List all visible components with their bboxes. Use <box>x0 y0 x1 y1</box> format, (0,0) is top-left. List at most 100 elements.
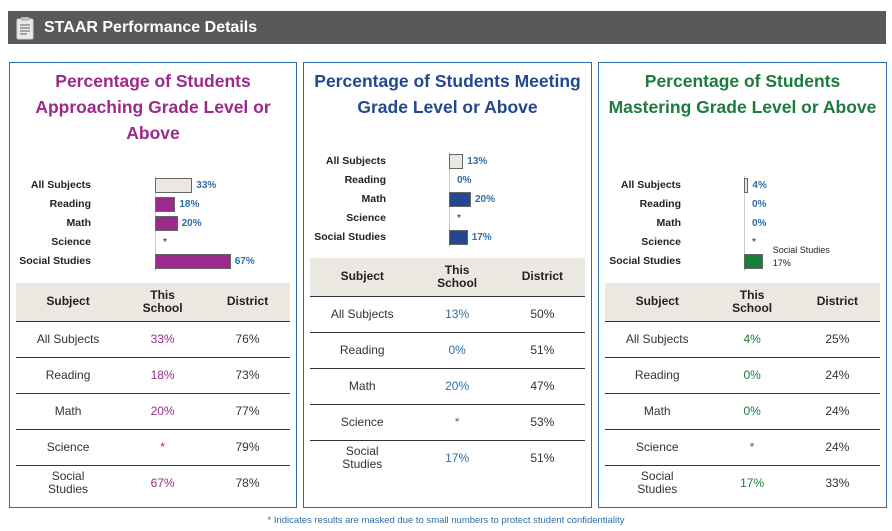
bar-label: Social Studies <box>609 255 681 267</box>
bar-value-label: * <box>457 213 461 224</box>
bar-row: Math 20% <box>304 190 591 209</box>
subject-cell: Science <box>310 404 415 441</box>
bar-label: Science <box>641 236 681 248</box>
column-header: Subject <box>16 283 121 322</box>
column-header: This School <box>414 258 500 297</box>
subject-cell: Science <box>605 429 710 466</box>
bar-label: Social Studies <box>19 255 91 267</box>
school-cell: 0% <box>709 357 795 394</box>
table-row: All Subjects 13% 50% <box>310 296 585 333</box>
approaching-panel: Percentage of Students Approaching Grade… <box>9 62 297 508</box>
bar <box>155 216 178 231</box>
subject-cell: Science <box>16 429 121 466</box>
subject-cell: Math <box>310 368 415 405</box>
school-cell: 0% <box>709 393 795 430</box>
school-cell: 20% <box>120 393 206 430</box>
district-cell: 25% <box>794 321 880 358</box>
bar-value-label: 18% <box>179 199 200 210</box>
bar-value-label: 0% <box>752 218 767 229</box>
bar <box>155 254 231 269</box>
district-cell: 79% <box>205 429 290 466</box>
school-cell: 13% <box>414 296 500 333</box>
subject-cell: Social Studies <box>342 444 383 472</box>
clipboard-icon <box>16 16 34 40</box>
bar-row: Math 20% <box>10 214 296 233</box>
subject-cell: Reading <box>605 357 710 394</box>
bar <box>744 254 763 269</box>
column-header: This School <box>709 283 795 322</box>
district-cell: 33% <box>825 475 850 490</box>
subject-cell: Social Studies <box>637 469 678 497</box>
district-cell: 24% <box>794 393 880 430</box>
bar-row: Reading 0% <box>304 171 591 190</box>
table-row: Science * 53% <box>310 404 585 441</box>
district-cell: 73% <box>205 357 290 394</box>
district-cell: 78% <box>235 475 260 490</box>
bar-value-label: 0% <box>457 175 472 186</box>
bar-label: All Subjects <box>325 155 386 167</box>
school-cell: * <box>120 429 206 466</box>
district-cell: 47% <box>499 368 585 405</box>
subject-cell: Reading <box>310 332 415 369</box>
bar-row: All Subjects 33% <box>10 176 296 195</box>
bar <box>155 197 176 212</box>
bar-label: Math <box>361 193 387 205</box>
bar-label: Science <box>51 236 91 248</box>
bar-label: Science <box>346 212 386 224</box>
bar <box>449 192 471 207</box>
column-header: District <box>794 283 880 322</box>
bar-label: Social Studies <box>314 231 386 243</box>
bar-value-label: 67% <box>234 256 255 267</box>
bar-label: Math <box>656 217 682 229</box>
bar-row: Science * <box>599 233 886 252</box>
district-cell: 77% <box>205 393 290 430</box>
table-row: Science * 79% <box>16 429 290 466</box>
table-row: Social Studies 17% 51% <box>310 440 585 476</box>
table-row: Reading 18% 73% <box>16 357 290 394</box>
bar-value-label: 20% <box>181 218 202 229</box>
footnote: * Indicates results are masked due to sm… <box>267 515 625 526</box>
table-row: Math 0% 24% <box>605 393 880 430</box>
chart-axis <box>744 176 745 271</box>
table-row: Reading 0% 24% <box>605 357 880 394</box>
school-cell: 17% <box>445 450 470 465</box>
district-cell: 24% <box>794 357 880 394</box>
bar-row: Social Studies 17% <box>304 228 591 247</box>
bar-label: All Subjects <box>30 179 91 191</box>
bar <box>449 230 468 245</box>
bar-value-label: 33% <box>196 180 217 191</box>
school-cell: 20% <box>414 368 500 405</box>
bar-annotation: Social Studies 17% <box>772 245 830 268</box>
table-row: All Subjects 4% 25% <box>605 321 880 358</box>
bar-value-label: * <box>163 237 167 248</box>
panel-title: Percentage of Students Mastering Grade L… <box>608 71 877 117</box>
column-header: District <box>205 283 290 322</box>
school-cell: 17% <box>740 475 765 490</box>
subject-cell: All Subjects <box>310 296 415 333</box>
school-cell: 18% <box>120 357 206 394</box>
school-cell: 33% <box>120 321 206 358</box>
bar-row: Social Studies 67% <box>10 252 296 271</box>
district-cell: 24% <box>794 429 880 466</box>
panel-title: Percentage of Students Meeting Grade Lev… <box>314 71 581 117</box>
table-row: Math 20% 47% <box>310 368 585 405</box>
table-row: Reading 0% 51% <box>310 332 585 369</box>
bar <box>155 178 193 193</box>
school-cell: 0% <box>414 332 500 369</box>
bar-label: Math <box>66 217 92 229</box>
subject-cell: Math <box>16 393 121 430</box>
column-header: Subject <box>605 283 710 322</box>
results-table: Subject This School District All Subjects 33%… <box>16 283 290 501</box>
district-cell: 50% <box>499 296 585 333</box>
bar-row: All Subjects 4% <box>599 176 886 195</box>
bar-value-label: 4% <box>752 180 767 191</box>
district-cell: 51% <box>530 450 555 465</box>
subject-cell: Math <box>605 393 710 430</box>
bar-value-label: 20% <box>475 194 496 205</box>
school-cell: * <box>709 429 795 466</box>
results-table: Subject This School District All Subjects 13%… <box>310 258 585 476</box>
bar-label: Reading <box>344 174 386 186</box>
subject-cell: All Subjects <box>605 321 710 358</box>
column-header: Subject <box>310 258 415 297</box>
